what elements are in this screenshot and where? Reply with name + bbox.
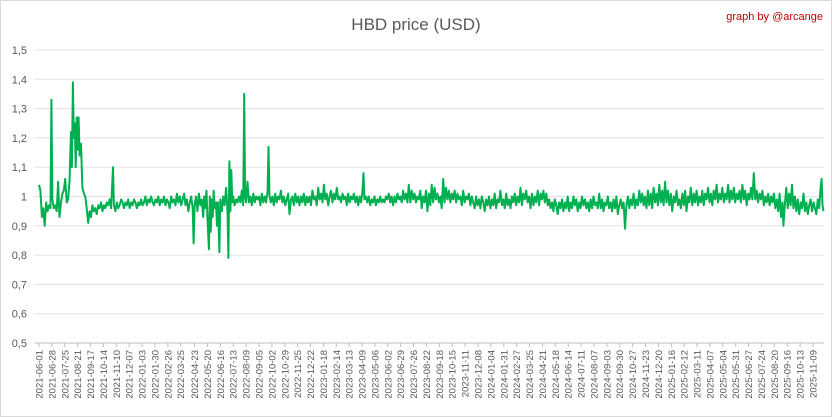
x-tick-label: 2023-10-15	[448, 350, 459, 399]
x-tick-label: 2023-07-26	[409, 350, 420, 399]
x-tick-label: 2021-10-14	[99, 350, 110, 399]
x-tick-label: 2023-09-18	[435, 350, 446, 399]
x-tick-label: 2022-01-30	[150, 350, 161, 399]
y-tick-label: 0,5	[12, 338, 27, 350]
y-axis-ticks: 0,5 0,6 0,7 0,8 0,9 1 1,1 1,2 1,3 1,4 1,5	[12, 45, 27, 350]
x-tick-label: 2023-08-22	[422, 350, 433, 399]
series-line-0	[38, 81, 825, 259]
x-tick-label: 2023-12-08	[474, 350, 485, 399]
x-tick-label: 2022-08-09	[242, 350, 253, 399]
x-tick-label: 2024-01-31	[499, 350, 510, 399]
x-tick-label: 2022-06-16	[216, 350, 227, 399]
y-tick-label: 1,3	[12, 104, 27, 116]
x-tick-label: 2022-03-25	[176, 350, 187, 399]
x-tick-label: 2025-05-31	[731, 350, 742, 399]
x-tick-label: 2024-08-07	[589, 350, 600, 399]
x-tick-label: 2024-11-23	[641, 350, 652, 398]
x-tick-label: 2023-02-14	[332, 350, 343, 399]
x-tick-label: 2022-10-29	[280, 350, 291, 399]
x-tick-label: 2024-09-30	[615, 350, 626, 399]
x-axis-ticks: 2021-06-01 2021-06-28 2021-07-25 2021-08-21…	[35, 343, 820, 399]
y-tick-label: 1,1	[12, 162, 27, 174]
x-tick-label: 2025-08-20	[770, 350, 781, 399]
x-tick-label: 2023-11-11	[461, 350, 472, 397]
y-tick-label: 0,7	[12, 279, 27, 291]
x-tick-label: 2022-11-25	[293, 350, 304, 398]
x-tick-label: 2024-01-04	[486, 350, 497, 399]
x-tick-label: 2025-01-16	[667, 350, 678, 399]
x-tick-label: 2021-11-10	[112, 350, 123, 398]
x-tick-label: 2025-07-24	[757, 350, 768, 399]
x-tick-label: 2021-06-28	[47, 350, 58, 399]
chart-title: HBD price (USD)	[351, 15, 480, 34]
x-tick-label: 2024-02-27	[512, 350, 523, 399]
y-tick-label: 0,6	[12, 309, 27, 321]
chart-credit: graph by @arcange	[726, 11, 823, 23]
x-tick-label: 2022-07-13	[229, 350, 240, 399]
x-tick-label: 2022-05-20	[203, 350, 214, 399]
x-tick-label: 2023-04-09	[358, 350, 369, 399]
x-tick-label: 2024-03-25	[525, 350, 536, 399]
x-tick-label: 2025-06-27	[744, 350, 755, 399]
x-tick-label: 2023-01-18	[319, 350, 330, 399]
x-tick-label: 2023-05-06	[370, 350, 381, 399]
x-tick-label: 2022-09-05	[254, 350, 265, 399]
x-tick-label: 2021-08-21	[73, 350, 84, 399]
x-tick-label: 2024-09-03	[602, 350, 613, 399]
y-tick-label: 1	[21, 192, 27, 204]
x-tick-label: 2024-04-21	[538, 350, 549, 399]
y-tick-label: 0,9	[12, 221, 27, 233]
x-tick-label: 2022-10-02	[267, 350, 278, 399]
x-tick-label: 2024-12-20	[654, 350, 665, 399]
x-tick-label: 2021-06-01	[35, 350, 46, 399]
x-tick-label: 2023-03-13	[345, 350, 356, 399]
x-tick-label: 2025-09-16	[783, 350, 794, 399]
x-tick-label: 2023-06-29	[396, 350, 407, 399]
x-tick-label: 2025-11-09	[809, 350, 820, 398]
x-tick-label: 2025-03-11	[693, 350, 704, 398]
x-tick-label: 2022-02-26	[163, 350, 174, 399]
y-tick-label: 1,2	[12, 133, 27, 145]
x-tick-label: 2025-02-12	[680, 350, 691, 399]
y-tick-label: 1,4	[12, 74, 27, 86]
x-tick-label: 2025-05-04	[718, 350, 729, 399]
series-layer	[38, 81, 825, 259]
x-tick-label: 2024-06-14	[564, 350, 575, 399]
y-tick-label: 0,8	[12, 250, 27, 262]
x-tick-label: 2021-12-07	[125, 350, 136, 399]
x-tick-label: 2022-01-03	[138, 350, 149, 399]
x-tick-label: 2021-07-25	[60, 350, 71, 399]
x-tick-label: 2024-05-18	[551, 350, 562, 399]
x-tick-label: 2025-10-13	[796, 350, 807, 399]
x-tick-label: 2023-06-02	[383, 350, 394, 399]
x-tick-label: 2024-07-11	[577, 350, 588, 398]
x-tick-label: 2025-04-07	[705, 350, 716, 399]
y-tick-label: 1,5	[12, 45, 27, 57]
x-tick-label: 2022-12-22	[306, 350, 317, 399]
x-tick-label: 2022-04-23	[190, 350, 201, 399]
x-tick-label: 2024-10-27	[628, 350, 639, 399]
x-tick-label: 2021-09-17	[86, 350, 97, 399]
